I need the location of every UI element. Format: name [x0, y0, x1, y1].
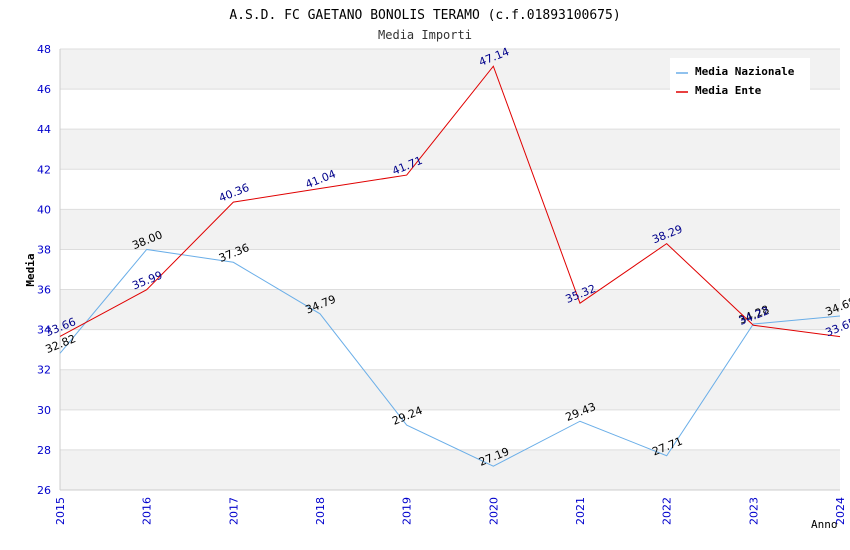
series-line-1	[59, 65, 841, 338]
y-tick-label: 44	[37, 123, 51, 136]
x-tick-label: 2022	[661, 497, 674, 525]
band	[60, 369, 840, 410]
x-tick-label: 2023	[747, 497, 760, 525]
y-tick-label: 32	[37, 364, 51, 377]
x-tick-label: 2015	[54, 497, 67, 525]
data-label: 40.36	[217, 181, 251, 205]
y-tick-label: 30	[37, 404, 51, 417]
y-tick-label: 46	[37, 83, 51, 96]
legend: Media Nazionale Media Ente	[670, 58, 810, 101]
y-tick-label: 34	[37, 324, 51, 337]
data-label: 41.04	[304, 167, 338, 191]
y-tick-label: 36	[37, 284, 51, 297]
x-tick-label: 2018	[314, 497, 327, 525]
x-tick-label: 2016	[141, 497, 154, 525]
background-bands	[60, 49, 840, 490]
y-tick-label: 40	[37, 203, 51, 216]
series-line-0	[59, 248, 841, 467]
y-tick-labels: 26 28 30 32 34 36 38 40 42 44 46 48	[37, 43, 51, 497]
x-tick-label: 2024	[834, 497, 847, 525]
y-tick-label: 38	[37, 243, 51, 256]
y-axis-label: Media	[24, 253, 37, 286]
band	[60, 129, 840, 170]
x-tick-label: 2017	[227, 497, 240, 525]
band	[60, 449, 840, 490]
gridlines	[60, 48, 840, 491]
legend-label-media-ente: Media Ente	[695, 84, 762, 97]
legend-box	[670, 58, 810, 101]
x-tick-labels: 2015 2016 2017 2018 2019 2020 2021 2022 2023 2024	[54, 497, 847, 525]
y-tick-label: 42	[37, 163, 51, 176]
y-tick-label: 26	[37, 484, 51, 497]
y-tick-label: 28	[37, 444, 51, 457]
band	[60, 289, 840, 330]
chart-subtitle: Media Importi	[378, 28, 472, 42]
band	[60, 209, 840, 250]
chart-title: A.S.D. FC GAETANO BONOLIS TERAMO (c.f.01…	[229, 8, 620, 23]
legend-label-media-nazionale: Media Nazionale	[695, 65, 795, 78]
x-tick-label: 2020	[487, 497, 500, 525]
y-tick-label: 48	[37, 43, 51, 56]
x-tick-label: 2019	[401, 497, 414, 525]
x-tick-label: 2021	[574, 497, 587, 525]
x-axis-label: Anno	[811, 518, 838, 531]
